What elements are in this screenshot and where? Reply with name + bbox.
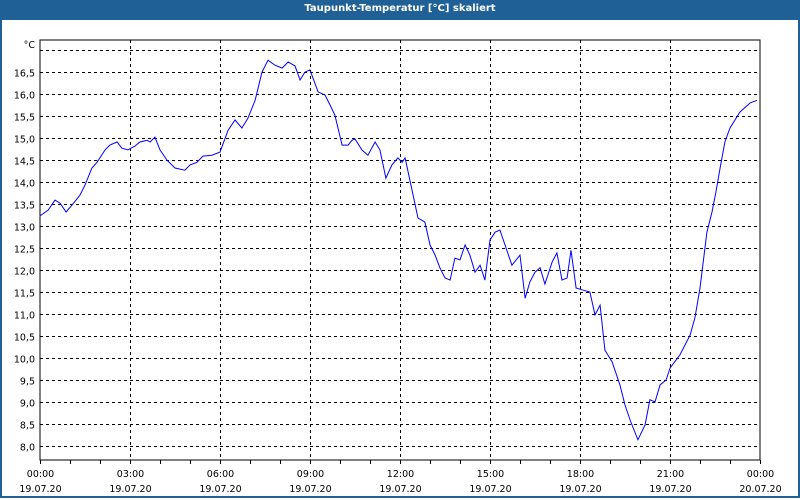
y-axis-unit: °C [24,40,36,51]
x-axis: 00:00 19.07.20 03:00 19.07.20 06:00 19.07.20 0… [19,460,782,495]
y-tick-label: 12,0 [14,267,35,278]
x-tick-date: 19.07.20 [559,484,601,495]
y-tick-label: 14,5 [14,157,35,168]
x-tick-time: 09:00 [297,469,324,480]
grid [40,40,760,460]
y-tick-label: 12,5 [14,245,35,256]
y-tick-label: 13,5 [14,201,35,212]
y-tick-label: 16,0 [14,91,35,102]
x-tick-date: 19.07.20 [379,484,421,495]
y-tick-label: 9,5 [20,377,35,388]
x-tick-time: 00:00 [27,469,54,480]
x-tick-time: 15:00 [477,469,504,480]
x-tick-time: 12:00 [387,469,414,480]
x-tick-time: 06:00 [207,469,234,480]
x-tick-date: 19.07.20 [649,484,691,495]
y-tick-label: 14,0 [14,179,35,190]
y-tick-label: 16,5 [14,69,35,80]
x-tick-time: 21:00 [657,469,684,480]
y-tick-label: 9,0 [20,399,35,410]
series-line [39,59,758,442]
y-tick-label: 11,5 [14,289,35,300]
x-tick-time: 00:00 [747,469,774,480]
x-tick-date: 19.07.20 [19,484,61,495]
x-tick-date: 20.07.20 [739,484,781,495]
window-title: Taupunkt-Temperatur [°C] skaliert [0,0,800,20]
y-tick-label: 10,5 [14,333,35,344]
x-tick-date: 19.07.20 [289,484,331,495]
y-tick-label: 13,0 [14,223,35,234]
y-axis: 8,0 8,5 9,0 9,5 10,0 10,5 11,0 11,5 12,0 12,5 13,0… [14,69,35,454]
y-tick-label: 11,0 [14,311,35,322]
y-tick-label: 15,5 [14,113,35,124]
y-tick-label: 8,5 [20,421,35,432]
x-tick-time: 18:00 [567,469,594,480]
x-tick-date: 19.07.20 [109,484,151,495]
y-tick-label: 8,0 [20,443,35,454]
y-tick-label: 10,0 [14,355,35,366]
x-tick-time: 03:00 [117,469,144,480]
x-tick-date: 19.07.20 [469,484,511,495]
y-tick-label: 15,0 [14,135,35,146]
x-tick-date: 19.07.20 [199,484,241,495]
